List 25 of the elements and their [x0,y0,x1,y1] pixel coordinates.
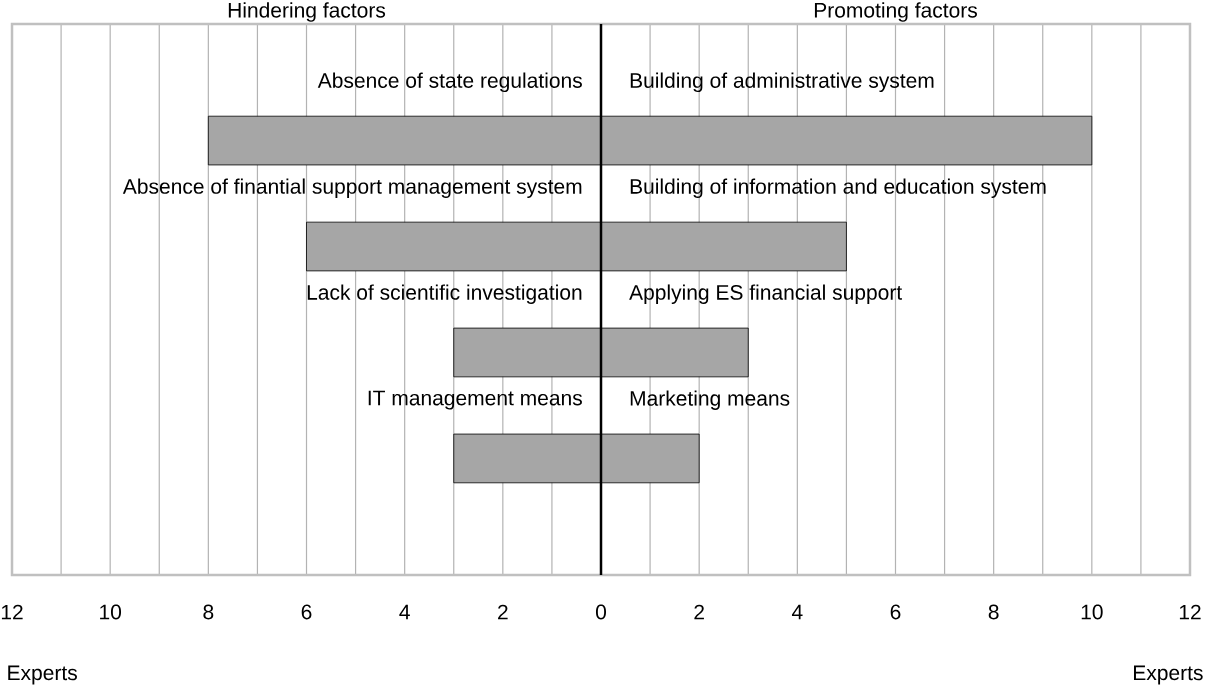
annotation: Absence of finantial support management system [122,178,582,199]
x-tick-label: 4 [791,604,803,620]
x-axis-title: Experts [8,665,77,685]
x-tick-label: 6 [301,604,312,620]
text: Hindering factors [228,2,386,22]
annotation: Lack of scientific investigation [307,284,582,304]
annotation: Absence of state regulations [317,72,582,93]
x-tick-label: 8 [988,604,999,620]
x-tick-label: 4 [399,604,410,620]
x-tick-label: 12 [1179,604,1201,620]
annotation: Building of information and education system [630,178,1046,199]
x-tick-label: 10 [100,604,122,620]
x-tick-label: 6 [890,604,901,620]
annotation: Marketing means [630,390,790,410]
annotation: Building of administrative system [630,72,934,93]
x-tick-label: 10 [1081,604,1103,620]
text: Experts [1134,665,1203,685]
text: Promoting factors [814,2,977,22]
x-tick-label: 2 [498,604,508,620]
x-tick-label: 8 [203,604,214,620]
x-tick-label: 0 [595,604,607,620]
x-tick-label: 2 [694,604,704,620]
x-tick-label: 12 [1,604,23,620]
annotation: IT management means [368,390,582,410]
annotation: Applying ES financial support [629,284,903,304]
